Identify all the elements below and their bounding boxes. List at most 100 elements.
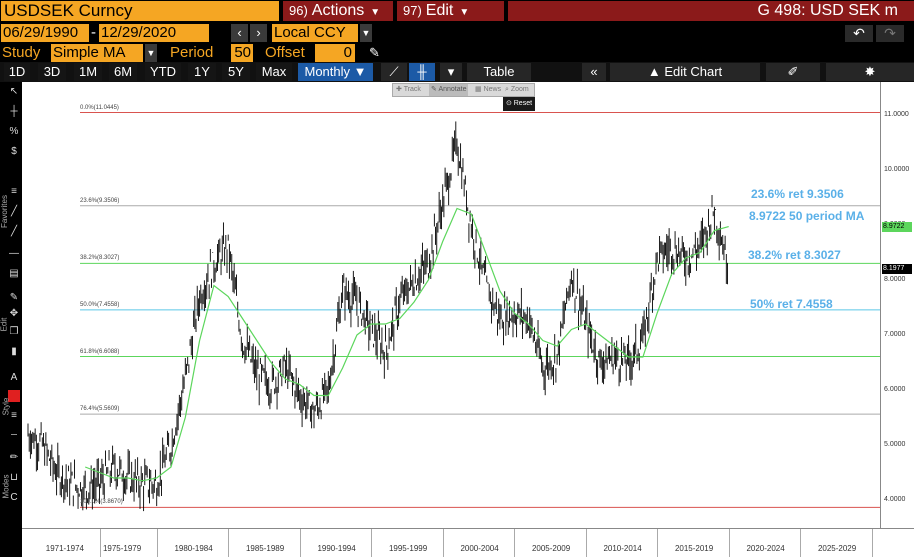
- period-1y[interactable]: 1Y: [188, 63, 216, 81]
- double-chevron-left-icon: «: [590, 64, 598, 79]
- x-tick-label: 1985-1989: [245, 544, 285, 553]
- fib-tool[interactable]: ≡: [8, 186, 20, 198]
- zoom-label: Zoom: [510, 86, 529, 93]
- x-tick-label: 1971-1974: [45, 544, 85, 553]
- study-dropdown[interactable]: ▼: [145, 44, 157, 62]
- x-period-divider: [871, 529, 873, 557]
- start-date-field[interactable]: 06/29/1990: [1, 24, 89, 42]
- x-period-divider: [657, 529, 659, 557]
- zoom-button[interactable]: ⌕ Zoom: [505, 84, 529, 96]
- period-6m[interactable]: 6M: [109, 63, 137, 81]
- period-label: Period: [170, 44, 214, 61]
- copy-tool[interactable]: ❐: [8, 326, 20, 338]
- bar-chart-button[interactable]: ╫: [409, 63, 435, 81]
- security-field[interactable]: USDSEK Curncy: [1, 1, 279, 21]
- x-period-divider: [99, 529, 101, 557]
- table-button[interactable]: Table: [467, 63, 531, 81]
- chevron-down-icon: ▼: [361, 28, 371, 38]
- reset-label: Reset: [513, 100, 533, 107]
- study-field[interactable]: Simple MA: [51, 44, 143, 62]
- x-period-divider: [514, 529, 516, 557]
- edit-menu[interactable]: 97) Edit ▼: [397, 1, 504, 21]
- currency-dropdown[interactable]: ▼: [360, 24, 372, 42]
- edit-chart-icon: ▲: [647, 64, 665, 79]
- edit-chart-button[interactable]: ▲ Edit Chart: [610, 63, 760, 81]
- reset-button[interactable]: ⊙ Reset: [503, 97, 535, 111]
- chevron-right-icon: ›: [256, 25, 261, 40]
- chart-toolbar: 1D 3D 1M 6M YTD 1Y 5Y Max Monthly ▼ ⟋ ╫ …: [0, 62, 914, 82]
- y-tick-label: 11.0000: [884, 111, 909, 118]
- zoom-icon: ⌕: [505, 86, 511, 93]
- crosshair-tool[interactable]: ┼: [8, 106, 20, 118]
- annotate-button[interactable]: ✎ Annotate: [429, 84, 469, 96]
- lock-tool[interactable]: C: [8, 492, 20, 504]
- hline-tool[interactable]: —: [8, 248, 20, 260]
- y-tick-label: 5.0000: [884, 441, 906, 448]
- channel-icon: ▤: [9, 268, 19, 279]
- pencil-button[interactable]: ✎: [366, 44, 383, 62]
- period-ytd[interactable]: YTD: [145, 63, 181, 81]
- text-style-icon: A: [10, 372, 18, 383]
- period-field[interactable]: 50: [231, 44, 253, 62]
- end-date-field[interactable]: 12/29/2020: [99, 24, 209, 42]
- frequency-dropdown[interactable]: Monthly ▼: [298, 63, 373, 81]
- chevron-left-icon: ‹: [237, 25, 242, 40]
- magnet-tool[interactable]: ⊔: [8, 472, 20, 484]
- annotate-icon: ✎: [431, 86, 439, 93]
- text-style-tool[interactable]: A: [8, 372, 20, 384]
- x-tick-label: 2015-2019: [674, 544, 714, 553]
- fib-label: 38.2%(8.3027): [80, 255, 120, 262]
- period-1m[interactable]: 1M: [74, 63, 102, 81]
- redo-icon: ↷: [884, 25, 896, 41]
- line-style-tool[interactable]: ┄: [8, 430, 20, 442]
- brush-tool[interactable]: ✎: [8, 292, 20, 304]
- draw-icon: ✐: [787, 64, 799, 79]
- dollar-tool[interactable]: $: [8, 146, 20, 158]
- line-chart-button[interactable]: ⟋: [381, 63, 407, 81]
- study-bar: Study Simple MA ▼ Period 50 Offset 0 ✎: [0, 43, 914, 62]
- collapse-button[interactable]: «: [582, 63, 606, 81]
- x-tick-label: 2000-2004: [460, 544, 499, 553]
- settings-button[interactable]: ✸: [826, 63, 914, 81]
- trendline-tool[interactable]: ╱: [8, 206, 20, 218]
- x-period-divider: [156, 529, 158, 557]
- track-button[interactable]: ✚ Track: [396, 84, 421, 96]
- currency-field[interactable]: Local CCY: [272, 24, 358, 42]
- move-tool[interactable]: ✥: [8, 308, 20, 320]
- prev-range-button[interactable]: ‹: [231, 24, 248, 42]
- undo-button[interactable]: ↶: [845, 25, 873, 42]
- redo-button[interactable]: ↷: [876, 25, 904, 42]
- move-icon: ✥: [9, 308, 19, 319]
- line-style-icon: ┄: [10, 430, 18, 441]
- line-weight-tool[interactable]: ≡: [8, 410, 20, 422]
- x-period-divider: [800, 529, 802, 557]
- draw-button[interactable]: ✐: [766, 63, 820, 81]
- period-5y[interactable]: 5Y: [222, 63, 250, 81]
- percent-tool[interactable]: %: [8, 126, 20, 138]
- color-tool[interactable]: [8, 390, 20, 402]
- offset-field[interactable]: 0: [315, 44, 355, 62]
- cursor-tool[interactable]: ↖: [8, 86, 20, 98]
- period-1d[interactable]: 1D: [4, 63, 30, 81]
- next-range-button[interactable]: ›: [250, 24, 267, 42]
- last-price-badge: 8.1977: [882, 264, 912, 274]
- actions-menu[interactable]: 96) Actions ▼: [283, 1, 393, 21]
- period-3d[interactable]: 3D: [38, 63, 66, 81]
- x-tick-label: 2020-2024: [746, 544, 785, 553]
- channel-tool[interactable]: ▤: [8, 268, 20, 280]
- crosshair-icon: ┼: [10, 106, 18, 117]
- function-title: G 498: USD SEK m: [508, 1, 914, 21]
- pencil-tool[interactable]: ✏: [8, 452, 20, 464]
- delete-tool[interactable]: ▮: [8, 346, 20, 358]
- chart-type-dropdown[interactable]: ▾: [440, 63, 462, 81]
- chart-area[interactable]: [22, 82, 880, 528]
- news-label: News: [483, 86, 502, 93]
- line-weight-icon: ≡: [11, 410, 17, 421]
- fib-label: 23.6%(9.3506): [80, 197, 120, 204]
- x-period-divider: [442, 529, 444, 557]
- x-tick-label: 2010-2014: [603, 544, 642, 553]
- ray-tool[interactable]: ╱: [8, 226, 20, 238]
- news-button[interactable]: ▦ News: [475, 84, 501, 96]
- edit-label: Edit: [425, 2, 454, 19]
- period-max[interactable]: Max: [256, 63, 292, 81]
